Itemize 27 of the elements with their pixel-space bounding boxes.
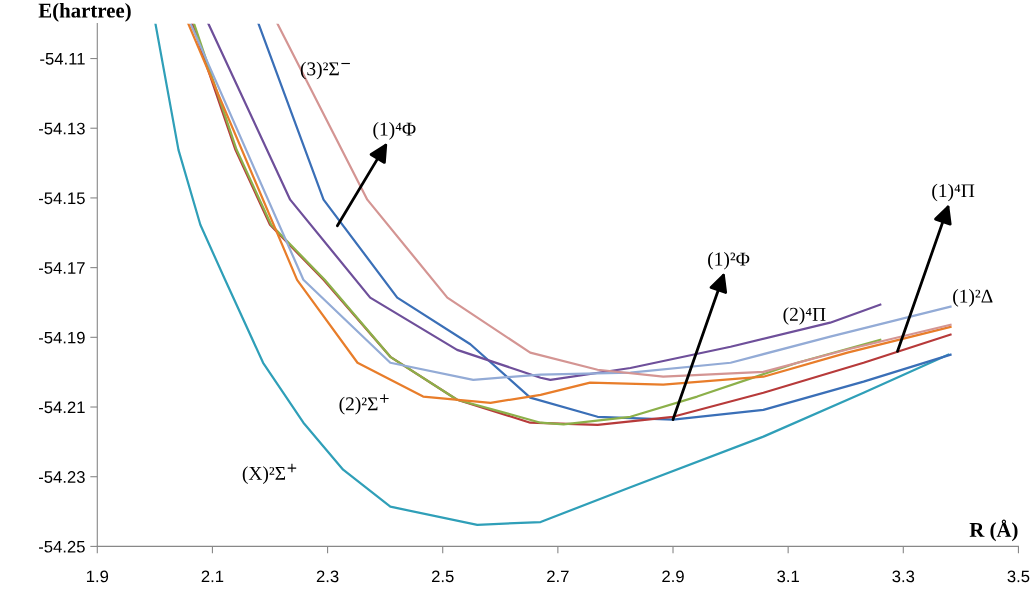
x-tick-label: 2.3 (316, 570, 339, 583)
x-tick-label: 2.9 (662, 570, 684, 583)
y-tick-label: -54.19 (38, 331, 85, 344)
annotation: (X)²Σ$^{+}$ (242, 463, 297, 484)
annotation: (2)⁴Π (783, 307, 826, 325)
x-tick-label: 2.1 (201, 570, 224, 583)
annotation: (1)²Φ (708, 251, 750, 270)
y-tick-label: -54.17 (38, 262, 85, 274)
annotation: (1)⁴Π (932, 183, 975, 202)
y-tick-label: -54.21 (38, 401, 85, 414)
x-tick-label: 2.7 (547, 570, 569, 583)
x-tick-label: 3.3 (892, 570, 915, 583)
annotation: (3)²Σ$^{−}$ (300, 61, 350, 80)
x-tick-label: 3.5 (1007, 570, 1030, 583)
annotation: (1)²Δ (953, 289, 993, 307)
y-axis-title: E(hartree) (38, 2, 131, 22)
y-tick-label: -54.11 (40, 53, 85, 65)
x-tick-label: 2.5 (431, 570, 454, 583)
x-tick-label: 3.1 (777, 570, 799, 583)
x-tick-label: 1.9 (86, 570, 109, 583)
x-axis-title: R (Å) (969, 519, 1018, 542)
y-tick-label: -54.25 (38, 540, 85, 553)
annotation: (1)⁴Φ (373, 122, 416, 140)
y-tick-label: -54.13 (38, 122, 85, 135)
y-tick-label: -54.23 (38, 471, 85, 483)
y-tick-label: -54.15 (38, 192, 85, 205)
annotation: (2)²Σ$^{+}$ (339, 394, 389, 415)
